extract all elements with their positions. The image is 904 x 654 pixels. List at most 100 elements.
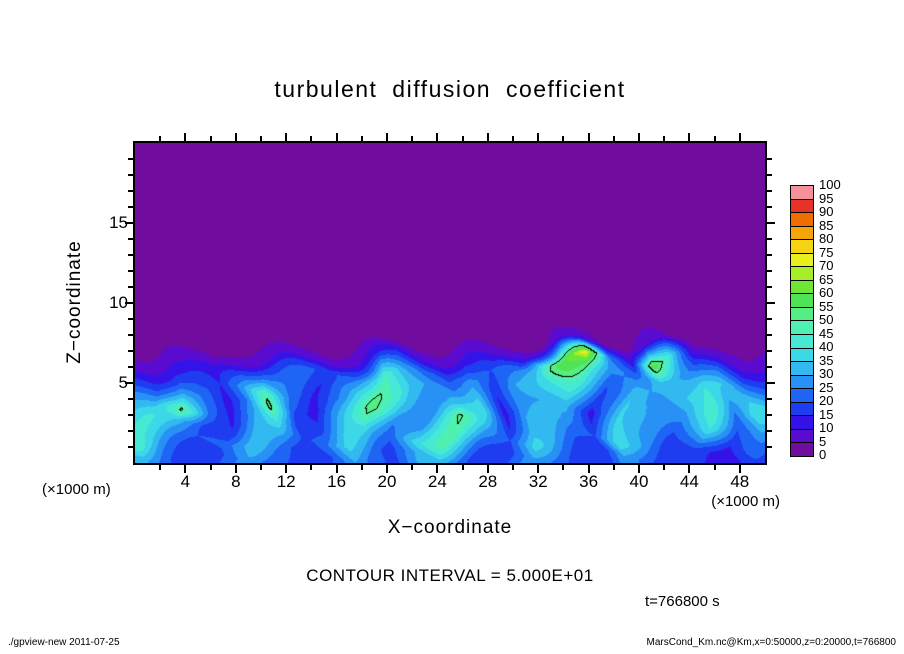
z-tick-label: 5: [118, 373, 128, 392]
colorbar-segment: [791, 388, 813, 402]
tick-mark: [767, 286, 772, 288]
tick-mark: [128, 158, 133, 160]
colorbar-segment: [791, 415, 813, 429]
tick-mark: [767, 190, 772, 192]
x-axis-label: X−coordinate: [387, 517, 513, 538]
footer-command: ./gpview-new 2011-07-25: [8, 637, 120, 648]
tick-mark: [767, 206, 772, 208]
x-tick-label: 16: [327, 472, 347, 491]
tick-mark: [128, 190, 133, 192]
tick-mark: [512, 136, 514, 141]
tick-mark: [128, 334, 133, 336]
tick-mark: [767, 366, 772, 368]
tick-mark: [767, 254, 772, 256]
tick-mark: [335, 465, 338, 473]
tick-mark: [537, 465, 540, 473]
tick-mark: [738, 465, 741, 473]
colorbar-segment: [791, 320, 813, 335]
tick-mark: [587, 133, 590, 141]
tick-mark: [285, 133, 288, 141]
colorbar-segment: [791, 306, 813, 321]
x-tick-label: 28: [478, 472, 498, 491]
colorbar-tick-label: 75: [819, 244, 834, 260]
z-unit-label: (×1000 m): [42, 481, 111, 498]
tick-mark: [688, 465, 691, 473]
tick-mark: [767, 398, 772, 400]
tick-mark: [638, 465, 640, 473]
tick-mark: [767, 238, 772, 240]
tick-mark: [767, 382, 775, 384]
colorbar-segment: [791, 225, 813, 240]
tick-mark: [486, 133, 489, 141]
colorbar-segment: [791, 428, 813, 443]
tick-mark: [260, 136, 262, 141]
tick-mark: [125, 302, 133, 304]
tick-mark: [335, 133, 338, 141]
tick-mark: [767, 222, 775, 224]
tick-mark: [767, 318, 772, 320]
colorbar-tick-label: 45: [819, 325, 834, 341]
tick-mark: [128, 446, 133, 448]
tick-mark: [234, 133, 237, 141]
tick-mark: [209, 465, 212, 470]
tick-mark: [128, 286, 133, 288]
tick-mark: [360, 136, 363, 141]
tick-mark: [411, 465, 414, 470]
colorbar-tick-label: 60: [819, 285, 834, 300]
tick-mark: [128, 238, 133, 240]
x-tick-label: 36: [579, 472, 599, 491]
x-tick-label: 12: [276, 472, 296, 491]
chart-title: turbulent diffusion coefficient: [274, 76, 626, 102]
tick-mark: [562, 465, 565, 470]
colorbar: [790, 185, 814, 457]
tick-mark: [128, 350, 133, 352]
tick-mark: [159, 136, 162, 141]
colorbar-tick-label: 80: [819, 231, 834, 246]
colorbar-tick-label: 15: [819, 406, 834, 422]
tick-mark: [128, 254, 133, 256]
tick-mark: [767, 174, 772, 176]
tick-mark: [184, 133, 187, 141]
x-tick-label: 44: [679, 472, 699, 491]
tick-mark: [125, 222, 133, 224]
colorbar-tick-label: 65: [819, 271, 834, 287]
tick-mark: [587, 465, 590, 473]
tick-mark: [767, 430, 772, 432]
tick-mark: [461, 465, 464, 470]
colorbar-segment: [791, 374, 813, 389]
colorbar-tick-label: 85: [819, 217, 834, 233]
colorbar-segment: [791, 401, 813, 416]
colorbar-segment: [791, 252, 813, 267]
colorbar-segment: [791, 334, 813, 348]
tick-mark: [512, 465, 514, 470]
x-tick-label: 4: [180, 472, 191, 491]
colorbar-tick-label: 100: [819, 177, 841, 192]
colorbar-segment: [791, 347, 813, 362]
tick-mark: [767, 334, 772, 336]
x-unit-label: (×1000 m): [711, 493, 780, 510]
tick-mark: [128, 270, 133, 272]
colorbar-segment: [791, 293, 813, 307]
tick-mark: [285, 465, 288, 473]
tick-mark: [562, 136, 565, 141]
tick-mark: [486, 465, 489, 473]
colorbar-segment: [791, 212, 813, 226]
colorbar-tick-label: 40: [819, 339, 834, 354]
tick-mark: [125, 382, 133, 384]
tick-mark: [738, 133, 741, 141]
colorbar-segment: [791, 279, 813, 294]
tick-mark: [310, 136, 313, 141]
tick-mark: [436, 465, 439, 473]
tick-mark: [688, 133, 691, 141]
colorbar-segment: [791, 266, 813, 280]
tick-mark: [159, 465, 162, 470]
tick-mark: [128, 318, 133, 320]
colorbar-tick-label: 5: [819, 433, 827, 449]
heatmap-canvas: [133, 141, 767, 465]
x-tick-label: 48: [730, 472, 750, 491]
colorbar-tick-label: 50: [819, 312, 834, 327]
tick-mark: [612, 136, 615, 141]
colorbar-tick-label: 20: [819, 393, 834, 408]
colorbar-tick-label: 25: [819, 379, 834, 395]
